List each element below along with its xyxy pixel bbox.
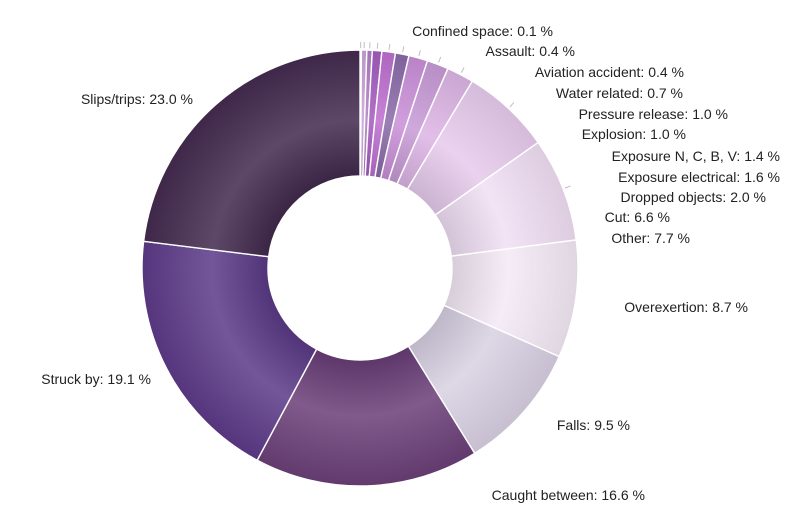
leader-line [402, 46, 405, 53]
slice-label: Falls: 9.5 % [557, 417, 630, 433]
slice-label: Other: 7.7 % [611, 230, 690, 246]
slice-label: Slips/trips: 23.0 % [81, 91, 193, 107]
slice-label: Exposure electrical: 1.6 % [618, 169, 780, 185]
leader-line [438, 56, 442, 63]
leader-line [564, 185, 571, 189]
slice-caught-between [256, 345, 476, 487]
leader-line [388, 43, 391, 50]
slice-slips-trips [142, 49, 361, 258]
slice-label: Explosion: 1.0 % [582, 126, 686, 142]
leader-line [509, 102, 515, 108]
slice-label: Assault: 0.4 % [486, 43, 576, 59]
slice-struck-by [141, 240, 318, 462]
slice-label: Caught between: 16.6 % [492, 487, 645, 503]
labels-layer: Confined space: 0.1 % Assault: 0.4 % Aviat… [41, 23, 780, 503]
leader-lines-layer [360, 41, 571, 189]
slice-label: Exposure N, C, B, V: 1.4 % [612, 148, 780, 164]
slice-label: Dropped objects: 2.0 % [620, 189, 766, 205]
leader-line [460, 67, 465, 73]
leader-line [418, 50, 421, 57]
slice-label: Struck by: 19.1 % [41, 371, 151, 387]
slices-layer [141, 49, 579, 487]
slice-label: Pressure release: 1.0 % [579, 106, 728, 122]
slice-label: Cut: 6.6 % [605, 209, 670, 225]
slice-label: Water related: 0.7 % [556, 85, 683, 101]
slice-label: Confined space: 0.1 % [412, 23, 553, 39]
slice-label: Overexertion: 8.7 % [624, 299, 748, 315]
slice-label: Aviation accident: 0.4 % [535, 64, 684, 80]
